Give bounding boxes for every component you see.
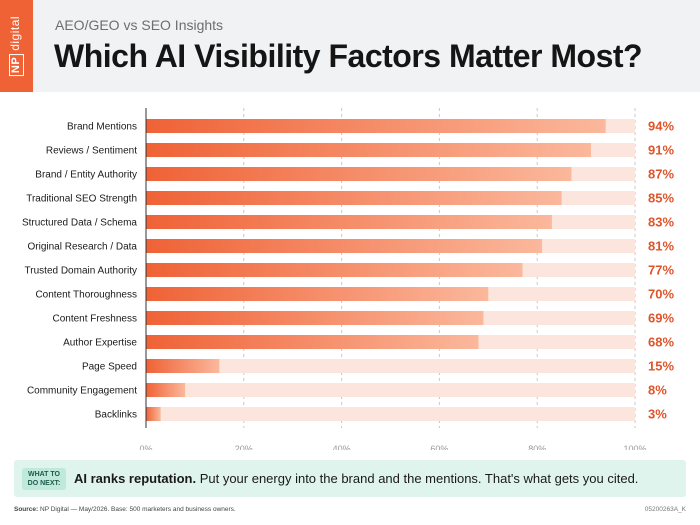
value-label: 85% <box>648 191 674 206</box>
value-label: 83% <box>648 215 674 230</box>
value-label: 69% <box>648 311 674 326</box>
callout-text: AI ranks reputation. Put your energy int… <box>74 471 638 486</box>
bar <box>146 167 572 181</box>
callout-bold: AI ranks reputation. <box>74 471 197 486</box>
value-label: 15% <box>648 359 674 374</box>
value-label: 8% <box>648 383 667 398</box>
callout-body: Put your energy into the brand and the m… <box>196 471 639 486</box>
category-label: Content Thoroughness <box>35 290 137 301</box>
value-label: 87% <box>648 167 674 182</box>
value-label: 81% <box>648 239 674 254</box>
bar <box>146 359 220 373</box>
page-title: Which AI Visibility Factors Matter Most? <box>54 38 643 74</box>
source-text: NP Digital — May/2026. Base: 500 markete… <box>38 506 236 513</box>
category-label: Trusted Domain Authority <box>25 266 137 277</box>
x-tick-label: 40% <box>333 444 351 450</box>
bar-chart: Brand Mentions Reviews / Sentiment Brand /… <box>22 108 674 450</box>
bar <box>146 407 161 421</box>
category-label: Original Research / Data <box>28 242 138 253</box>
bar <box>146 335 479 349</box>
category-label: Brand / Entity Authority <box>35 170 137 181</box>
category-label: Community Engagement <box>27 386 137 397</box>
grid-lines <box>243 108 636 428</box>
document-code: 05200263A_K <box>644 506 686 513</box>
x-tick-label: 0% <box>139 444 152 450</box>
bar <box>146 383 186 397</box>
category-label: Traditional SEO Strength <box>26 194 137 205</box>
bar <box>146 239 543 253</box>
category-label: Brand Mentions <box>67 122 137 133</box>
value-label: 77% <box>648 263 674 278</box>
callout-box: WHAT TO DO NEXT: AI ranks reputation. Pu… <box>14 460 686 497</box>
bar <box>146 119 606 133</box>
category-label: Page Speed <box>82 362 137 373</box>
x-tick-label: 60% <box>430 444 448 450</box>
category-label: Backlinks <box>95 410 137 421</box>
value-label: 70% <box>648 287 674 302</box>
category-label: Reviews / Sentiment <box>46 146 137 157</box>
bar <box>146 191 562 205</box>
bar <box>146 143 591 157</box>
logo-badge: NP <box>9 53 24 77</box>
bar <box>146 287 489 301</box>
source-label: Source: <box>14 506 39 513</box>
value-label: 3% <box>648 407 667 422</box>
bar <box>146 215 552 229</box>
bar <box>146 263 523 277</box>
logo-word: digital <box>8 15 22 51</box>
header: NP digital AEO/GEO vs SEO Insights Which … <box>0 0 700 92</box>
value-label: 91% <box>648 143 674 158</box>
bars <box>146 119 606 421</box>
brand-logo: NP digital <box>0 0 33 92</box>
callout-label: WHAT TO DO NEXT: <box>22 468 66 490</box>
category-label: Structured Data / Schema <box>22 218 137 229</box>
bar-track <box>146 407 635 421</box>
bar <box>146 311 484 325</box>
x-ticks: 0% 20% 40% 60% 80% 100% <box>139 444 646 450</box>
bar-track <box>146 359 635 373</box>
category-label: Content Freshness <box>53 314 138 325</box>
value-label: 94% <box>648 119 674 134</box>
x-tick-label: 100% <box>623 444 646 450</box>
x-tick-label: 20% <box>235 444 253 450</box>
category-label: Author Expertise <box>63 338 137 349</box>
kicker: AEO/GEO vs SEO Insights <box>55 17 224 33</box>
value-labels: 94% 91% 87% 85% 83% 81% 77% 70% 69% 68% 15% 8% 3% <box>648 119 674 422</box>
bar-track <box>146 383 635 397</box>
category-labels: Brand Mentions Reviews / Sentiment Brand /… <box>22 122 137 421</box>
source-note: Source: NP Digital — May/2026. Base: 500… <box>14 506 236 513</box>
value-label: 68% <box>648 335 674 350</box>
x-tick-label: 80% <box>528 444 546 450</box>
